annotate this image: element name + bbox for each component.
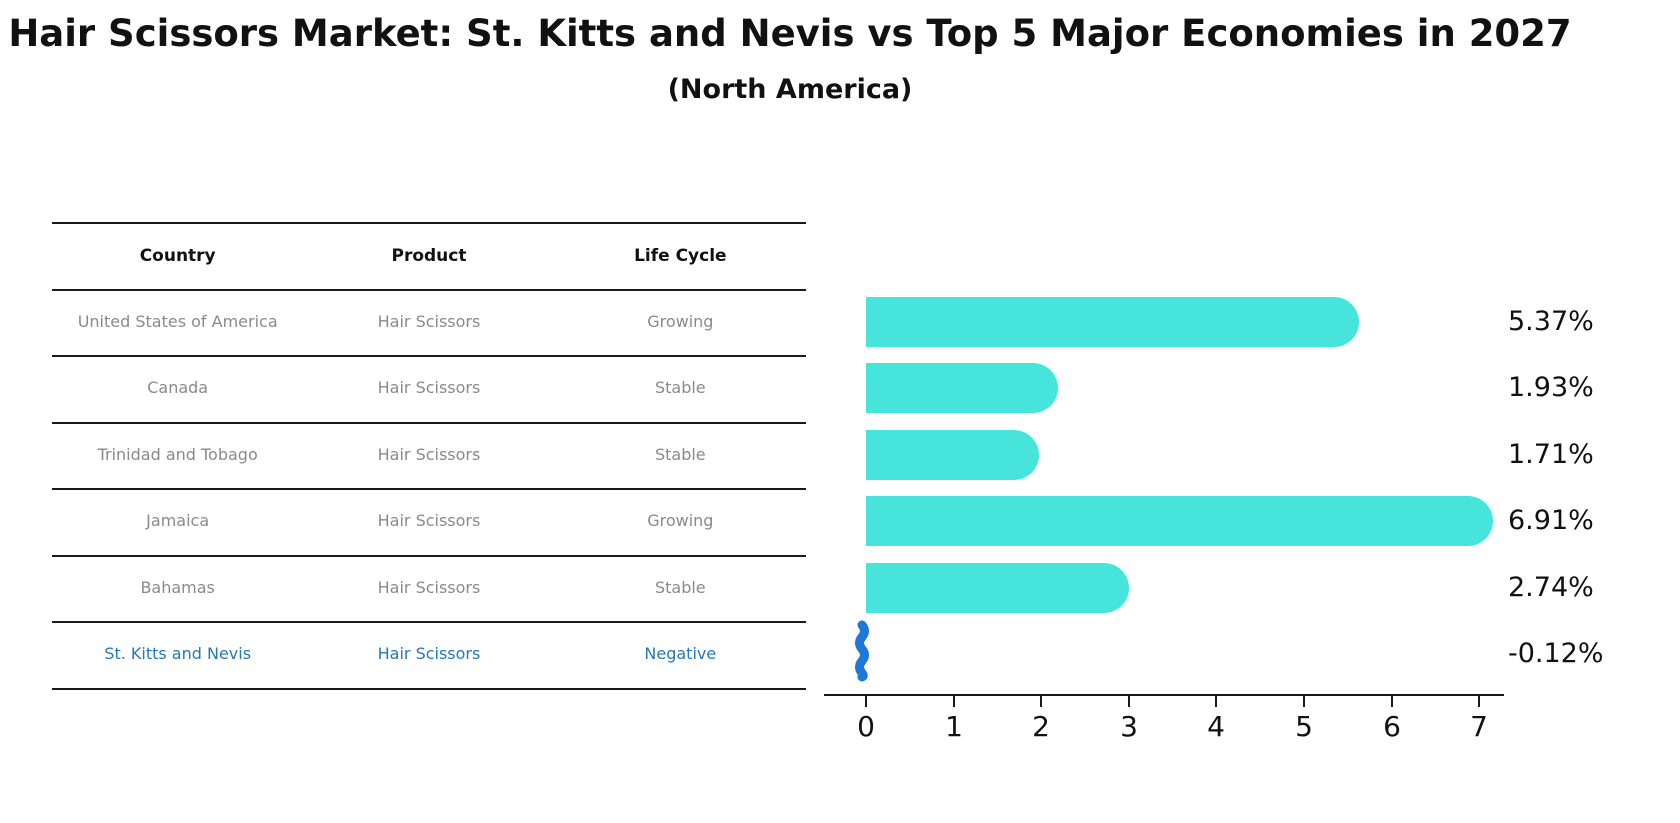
x-axis-tick-label: 1 [945, 710, 963, 743]
value-label: 6.91% [1508, 505, 1594, 536]
table-row: Bahamas Hair Scissors Stable [52, 576, 806, 600]
country-cell: Canada [147, 378, 209, 397]
bar-united-states [866, 297, 1359, 347]
x-axis-line [824, 694, 1504, 696]
column-header-life-cycle: Life Cycle [634, 246, 727, 266]
table-row: Canada Hair Scissors Stable [52, 376, 806, 400]
value-label: 1.71% [1508, 439, 1594, 470]
value-label: 5.37% [1508, 306, 1594, 337]
table-border-line [52, 488, 806, 490]
product-cell: Hair Scissors [377, 378, 481, 397]
x-axis-tick-label: 2 [1032, 710, 1050, 743]
table-header-row: Country Product Life Cycle [52, 244, 806, 268]
bar-bahamas [866, 563, 1130, 613]
country-cell: St. Kitts and Nevis [104, 644, 252, 663]
life-cycle-cell: Stable [654, 378, 706, 397]
life-cycle-cell: Growing [647, 511, 714, 530]
x-axis-tick-label: 7 [1470, 710, 1488, 743]
country-cell: Bahamas [140, 578, 215, 597]
x-axis-tick [1478, 696, 1480, 707]
product-cell: Hair Scissors [377, 578, 481, 597]
table-border-line [52, 355, 806, 357]
table-border-line [52, 621, 806, 623]
column-header-country: Country [139, 246, 216, 266]
product-cell: Hair Scissors [377, 445, 481, 464]
bar-canada [866, 363, 1059, 413]
x-axis-tick [1128, 696, 1130, 707]
country-cell: Jamaica [146, 511, 210, 530]
country-cell: Trinidad and Tobago [97, 445, 258, 464]
value-label: -0.12% [1508, 638, 1604, 669]
x-axis-tick-label: 3 [1120, 710, 1138, 743]
life-cycle-cell: Stable [654, 445, 706, 464]
product-cell: Hair Scissors [377, 511, 481, 530]
x-axis-tick-label: 4 [1207, 710, 1225, 743]
product-cell: Hair Scissors [377, 312, 481, 331]
table-row: United States of America Hair Scissors G… [52, 310, 806, 334]
table-border-line [52, 422, 806, 424]
x-axis-tick-label: 0 [857, 710, 875, 743]
life-cycle-cell: Growing [647, 312, 714, 331]
table-border-line [52, 688, 806, 690]
x-axis-tick [1391, 696, 1393, 707]
product-cell: Hair Scissors [377, 644, 481, 663]
table-border-line [52, 555, 806, 557]
chart-title: Hair Scissors Market: St. Kitts and Nevi… [8, 12, 1572, 55]
bar-jamaica [866, 496, 1494, 546]
table-border-line [52, 222, 806, 224]
value-label: 2.74% [1508, 572, 1594, 603]
x-axis-tick-label: 5 [1295, 710, 1313, 743]
column-header-product: Product [391, 246, 467, 266]
table-row: Jamaica Hair Scissors Growing [52, 509, 806, 533]
table-row: Trinidad and Tobago Hair Scissors Stable [52, 443, 806, 467]
x-axis-tick [1303, 696, 1305, 707]
table-border-line [52, 289, 806, 291]
life-cycle-cell: Negative [644, 644, 717, 663]
x-axis-tick [1215, 696, 1217, 707]
x-axis-tick [865, 696, 867, 707]
x-axis-tick [953, 696, 955, 707]
bar-trinidad [866, 430, 1040, 480]
value-label: 1.93% [1508, 372, 1594, 403]
table-row-highlighted: St. Kitts and Nevis Hair Scissors Negati… [52, 642, 806, 666]
life-cycle-cell: Stable [654, 578, 706, 597]
chart-subtitle: (North America) [667, 74, 913, 105]
x-axis-tick-label: 6 [1383, 710, 1401, 743]
bar-st-kitts-negative [855, 620, 869, 682]
country-cell: United States of America [77, 312, 278, 331]
x-axis-tick [1040, 696, 1042, 707]
